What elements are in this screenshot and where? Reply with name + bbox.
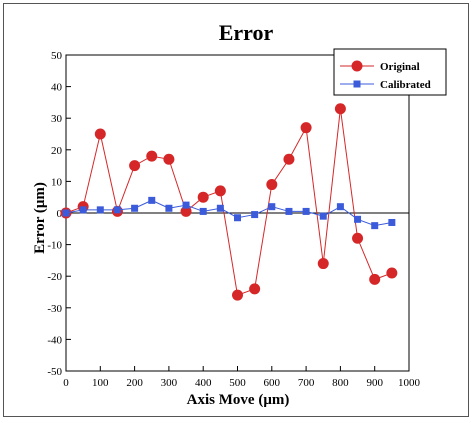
x-tick-label: 400 — [195, 377, 212, 389]
x-tick-label: 700 — [298, 377, 315, 389]
data-point-original — [334, 103, 346, 115]
data-point-original — [129, 160, 141, 172]
y-tick-label: 10 — [51, 176, 63, 188]
y-tick-label: -30 — [47, 303, 62, 315]
data-point-calibrated — [371, 222, 379, 230]
series-layer — [60, 103, 398, 301]
chart-title: Error — [219, 20, 274, 45]
series-line-original — [65, 108, 393, 296]
x-tick-label: 200 — [126, 377, 143, 389]
y-tick-label: 20 — [51, 145, 63, 157]
data-point-original — [232, 289, 243, 301]
x-tick-label: 100 — [92, 377, 109, 389]
data-point-original — [386, 267, 398, 279]
x-tick-label: 800 — [332, 377, 349, 389]
data-point-original — [283, 153, 295, 165]
data-point-calibrated — [148, 196, 156, 204]
data-point-calibrated — [96, 206, 104, 214]
data-point-calibrated — [165, 204, 173, 212]
data-point-original — [197, 191, 209, 203]
data-point-calibrated — [336, 203, 344, 211]
data-point-original — [163, 153, 175, 165]
y-tick-label: -10 — [47, 240, 62, 252]
data-point-original — [300, 122, 312, 134]
y-tick-label: 50 — [51, 50, 63, 62]
data-point-calibrated — [302, 207, 310, 215]
data-point-original — [352, 232, 364, 244]
x-tick-label: 900 — [366, 377, 383, 389]
data-point-calibrated — [79, 206, 87, 214]
x-tick-label: 1000 — [398, 377, 421, 389]
y-tick-label: 0 — [57, 208, 63, 220]
data-point-original — [266, 179, 278, 191]
axes: 0 100 200 300 400 500 600 700 800 900 1000-50-40-3… — [47, 50, 420, 389]
x-tick-label: 0 — [63, 377, 69, 389]
data-point-original — [94, 128, 106, 140]
legend-box — [333, 48, 447, 96]
data-point-original — [146, 150, 158, 162]
x-tick-label: 300 — [161, 377, 178, 389]
y-tick-label: -40 — [47, 334, 62, 346]
data-point-calibrated — [199, 207, 207, 215]
data-point-calibrated — [388, 218, 396, 226]
data-point-original — [317, 258, 329, 270]
data-point-original — [249, 283, 261, 295]
y-tick-label: 30 — [51, 113, 63, 125]
chart-frame: Error 0 100 200 300 400 500 600 700 800 900 1000 -5… — [3, 3, 469, 417]
data-point-calibrated — [319, 212, 327, 220]
y-tick-label: -20 — [47, 271, 62, 283]
legend-label-calibrated: Calibrated — [380, 79, 431, 91]
data-point-calibrated — [62, 209, 70, 217]
data-point-calibrated — [113, 206, 121, 214]
legend-label-original: Original — [380, 61, 420, 73]
x-tick-label: 500 — [229, 377, 246, 389]
data-point-calibrated — [131, 204, 139, 212]
y-tick-label: -50 — [47, 366, 62, 378]
x-axis-label: Axis Move (μm) — [187, 392, 290, 408]
data-point-original — [369, 273, 381, 285]
legend: Original Calibrated — [333, 48, 447, 96]
legend-marker-calibrated — [353, 80, 361, 88]
data-point-calibrated — [216, 204, 224, 212]
chart-svg: Error 0 100 200 300 400 500 600 700 800 900 1000-5… — [32, 20, 447, 408]
y-tick-label: 40 — [51, 82, 63, 94]
data-point-calibrated — [268, 203, 276, 211]
x-tick-label: 600 — [264, 377, 281, 389]
data-point-calibrated — [234, 214, 241, 222]
data-point-calibrated — [182, 201, 190, 209]
data-point-calibrated — [354, 215, 362, 223]
data-point-original — [180, 205, 192, 217]
data-point-calibrated — [251, 211, 259, 219]
data-point-calibrated — [285, 207, 293, 215]
y-axis-label: Error (μm) — [32, 182, 48, 254]
data-point-original — [214, 185, 226, 197]
legend-marker-original — [351, 60, 363, 72]
